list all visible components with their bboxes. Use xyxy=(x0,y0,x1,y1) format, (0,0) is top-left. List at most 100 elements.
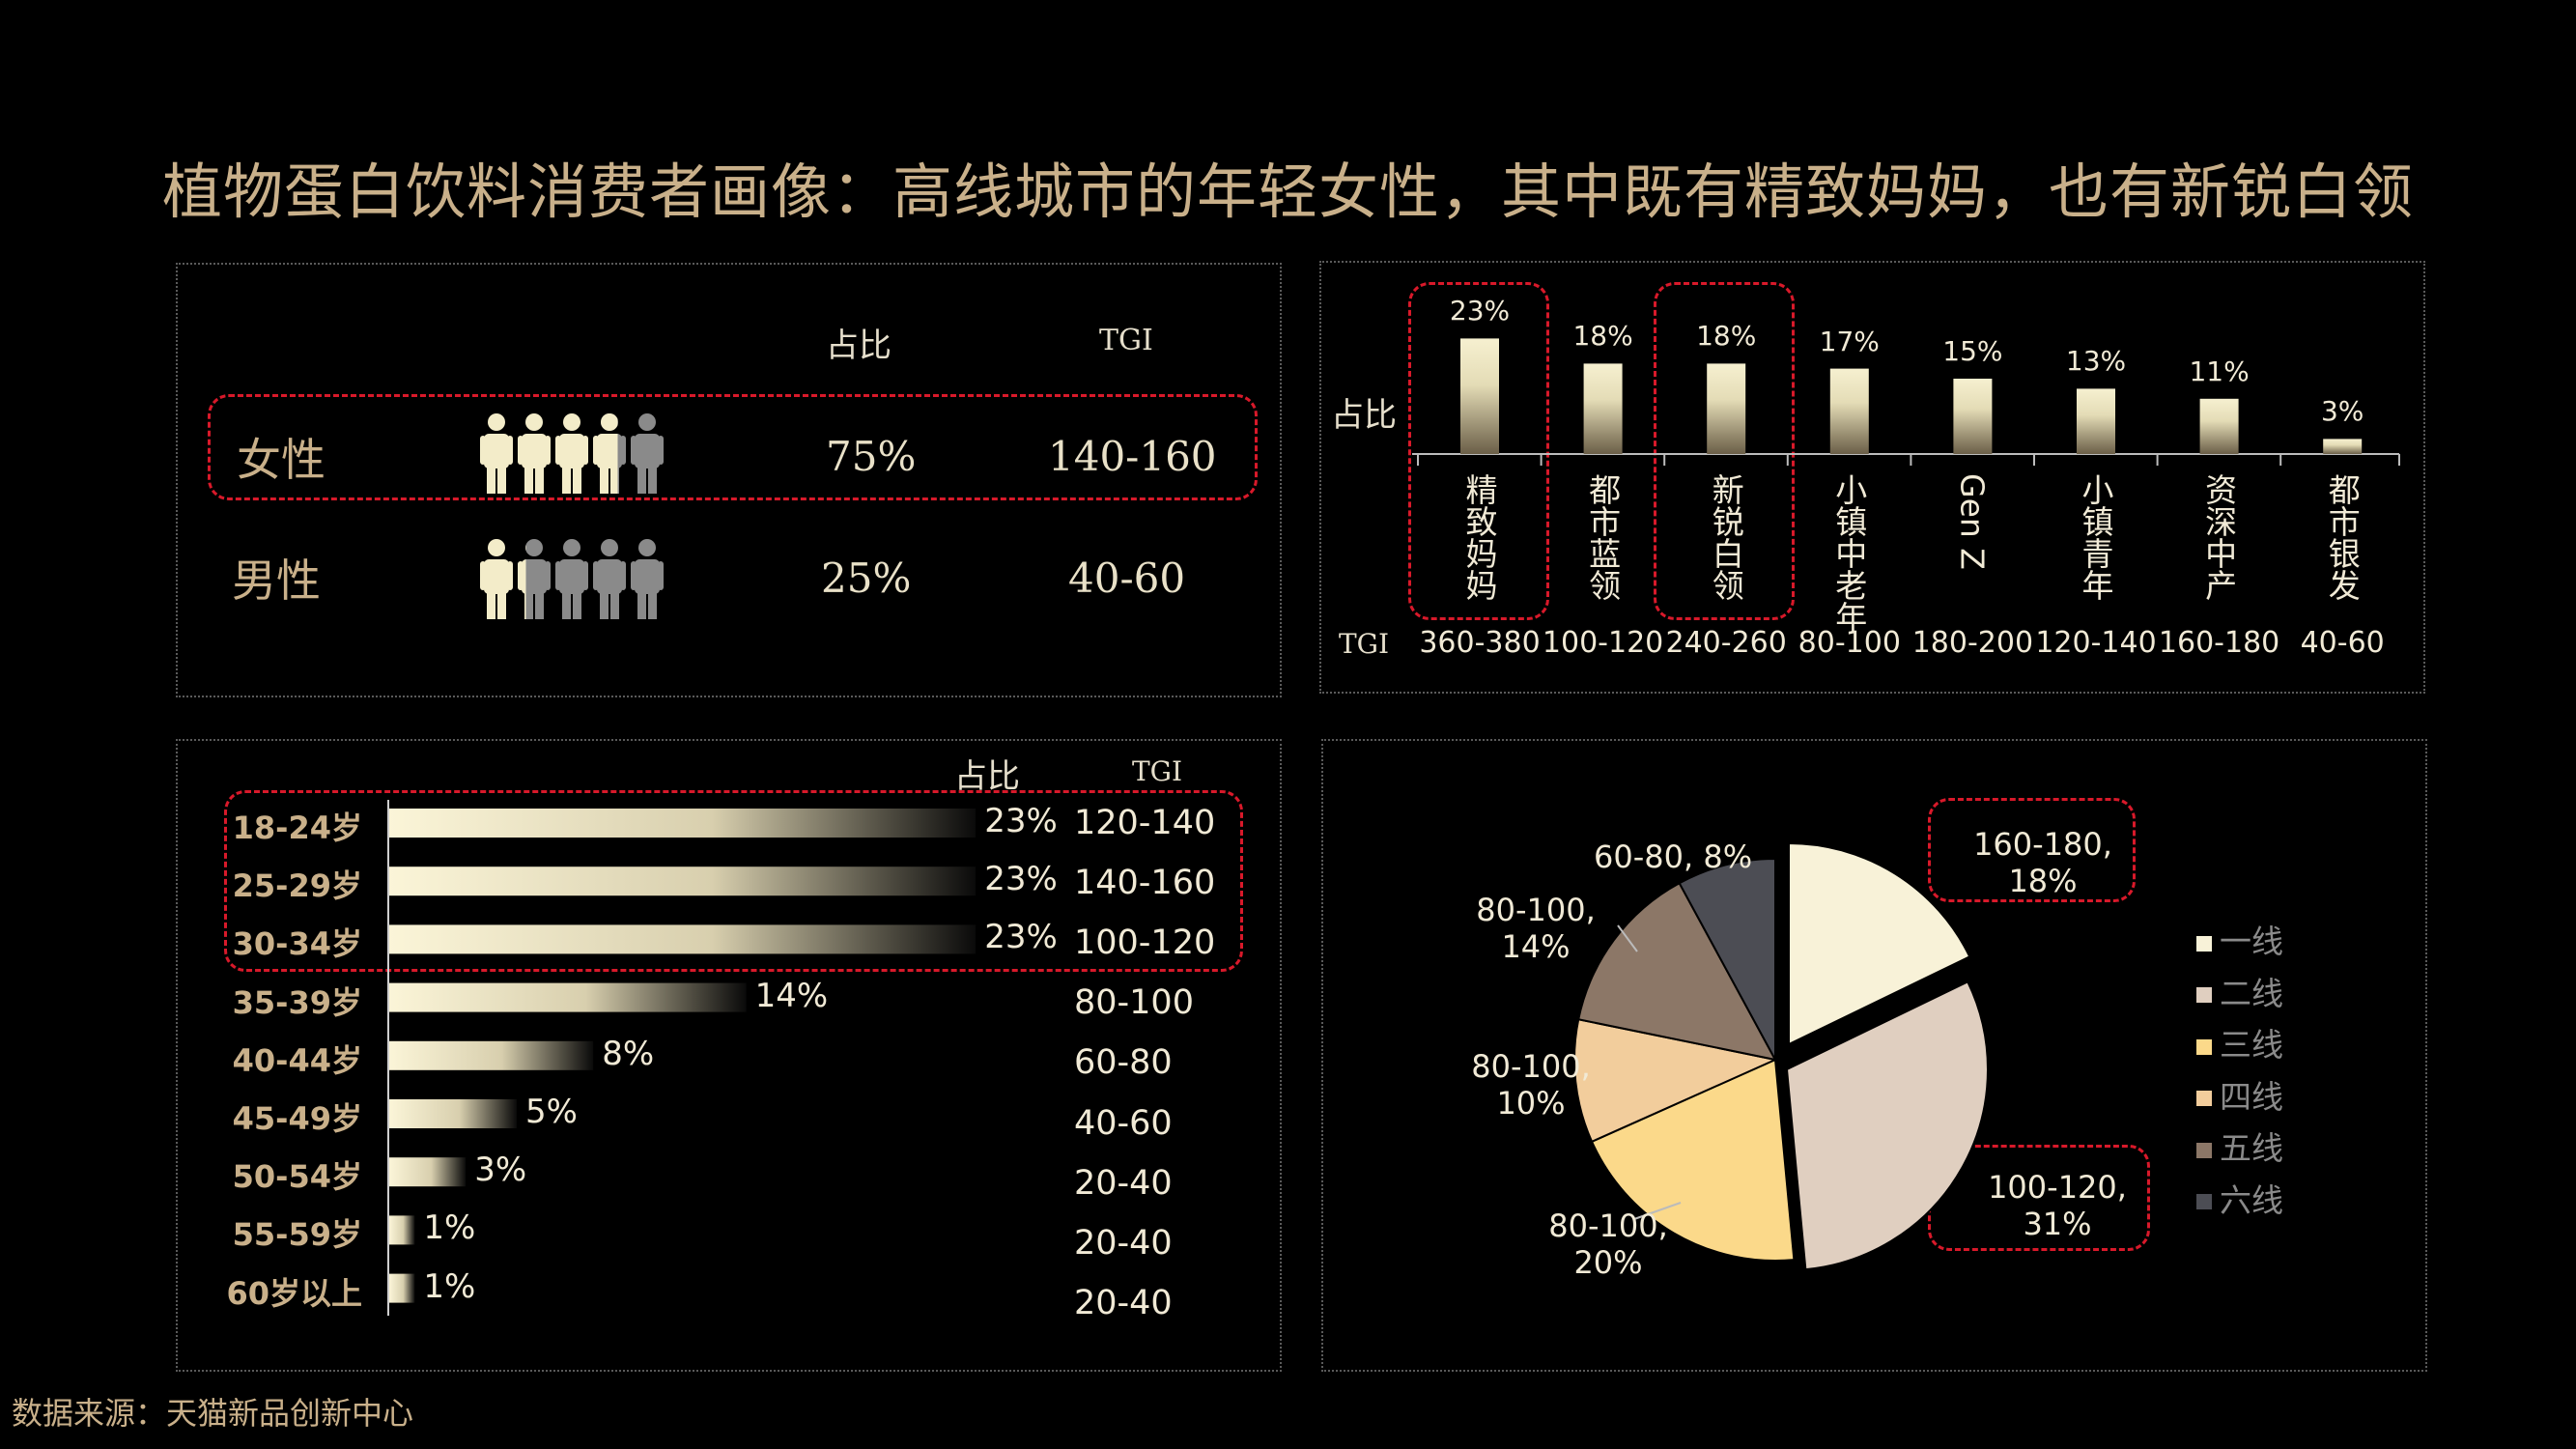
crowd-panel xyxy=(1319,261,2425,694)
age-tgi-value: 20-40 xyxy=(1074,1163,1173,1203)
age-data-label: 1% xyxy=(423,1266,476,1306)
legend-label: 二线 xyxy=(2220,974,2283,1012)
page-title: 植物蛋白饮料消费者画像：高线城市的年轻女性，其中既有精致妈妈，也有新锐白领 xyxy=(161,156,2414,227)
crowd-category-label: 资深中产 xyxy=(2199,473,2238,601)
age-bar xyxy=(389,1215,415,1245)
crowd-tgi-value: 360-380 xyxy=(1419,626,1541,660)
person-icon xyxy=(555,539,588,619)
male-share: 25% xyxy=(821,554,912,602)
legend-label: 五线 xyxy=(2220,1129,2283,1167)
legend-swatch xyxy=(2196,1142,2212,1158)
legend-item: 四线 xyxy=(2196,1071,2283,1118)
age-data-label: 1% xyxy=(423,1208,476,1248)
person-icon xyxy=(480,413,513,494)
crowd-bar xyxy=(1707,363,1746,454)
age-category-label: 25-29岁 xyxy=(232,867,362,905)
gender-label-male: 男性 xyxy=(232,554,321,607)
person-icon xyxy=(631,539,664,619)
crowd-data-label: 17% xyxy=(1819,325,1880,357)
age-tgi-value: 120-140 xyxy=(1074,804,1216,842)
age-bar-chart xyxy=(387,800,977,1316)
crowd-tgi-row-label: TGI xyxy=(1339,628,1390,660)
pie-data-label: 160-180, 18% xyxy=(1973,826,2112,899)
age-header-tgi: TGI xyxy=(1132,755,1183,787)
age-tgi-value: 80-100 xyxy=(1074,983,1194,1023)
age-highlight-box xyxy=(224,790,1243,972)
person-icon xyxy=(555,413,588,494)
age-category-label: 45-49岁 xyxy=(232,1100,362,1137)
male-person-icons xyxy=(480,539,664,619)
pie-highlight-tier1 xyxy=(1928,798,2136,902)
legend-item: 一线 xyxy=(2196,916,2283,962)
pie-slice xyxy=(1788,841,1971,1046)
crowd-data-label: 3% xyxy=(2320,395,2364,428)
age-bar xyxy=(389,867,977,896)
legend-label: 一线 xyxy=(2220,923,2283,960)
pie-data-label: 100-120, 31% xyxy=(1988,1169,2127,1242)
age-category-label: 18-24岁 xyxy=(232,810,362,846)
crowd-category-label: 新锐白领 xyxy=(1707,473,1745,601)
age-tgi-value: 20-40 xyxy=(1074,1223,1173,1263)
legend-swatch xyxy=(2196,987,2212,1003)
pie-data-label: 80-100, 10% xyxy=(1471,1048,1591,1122)
crowd-tgi-value: 160-180 xyxy=(2158,626,2280,660)
age-category-label: 30-34岁 xyxy=(232,925,362,963)
crowd-bar xyxy=(1829,368,1869,454)
female-tgi: 140-160 xyxy=(1048,433,1217,480)
pie-slice xyxy=(1785,980,1989,1271)
person-icon xyxy=(518,539,551,619)
age-bar xyxy=(389,1040,594,1070)
crowd-category-label: Gen Z xyxy=(1953,473,1992,570)
crowd-category-label: 小镇青年 xyxy=(2077,473,2114,601)
person-icon xyxy=(593,539,626,619)
age-category-label: 35-39岁 xyxy=(232,983,362,1021)
pie-leader-line xyxy=(1633,1202,1682,1220)
legend-item: 五线 xyxy=(2196,1122,2283,1169)
age-panel xyxy=(176,739,1282,1372)
crowd-tgi-value: 80-100 xyxy=(1798,626,1901,660)
highlight-box-mom xyxy=(1408,282,1549,620)
age-header-share: 占比 xyxy=(954,757,1020,796)
crowd-tgi-value: 100-120 xyxy=(1542,626,1664,660)
pie-data-label: 80-100, 14% xyxy=(1476,892,1596,965)
female-share: 75% xyxy=(826,433,917,480)
age-bar xyxy=(389,809,977,838)
person-icon xyxy=(480,539,513,619)
legend-swatch xyxy=(2196,935,2212,952)
legend-item: 三线 xyxy=(2196,1019,2283,1065)
age-tgi-value: 100-120 xyxy=(1074,923,1216,963)
crowd-bar xyxy=(2323,439,2363,454)
gender-panel xyxy=(176,263,1282,697)
crowd-data-label: 15% xyxy=(1942,335,2003,367)
crowd-data-label: 11% xyxy=(2189,355,2250,387)
age-bar xyxy=(389,924,977,954)
female-highlight-box xyxy=(208,394,1258,500)
city-tier-panel xyxy=(1321,739,2427,1372)
legend-label: 六线 xyxy=(2220,1180,2283,1219)
age-data-label: 14% xyxy=(754,976,829,1015)
age-data-label: 23% xyxy=(984,918,1058,957)
female-person-icons xyxy=(480,413,664,494)
highlight-box-whitecollar xyxy=(1654,282,1795,620)
crowd-category-label: 都市蓝领 xyxy=(1583,473,1622,601)
pie-data-label: 60-80, 8% xyxy=(1594,838,1753,875)
legend-label: 三线 xyxy=(2220,1026,2283,1064)
legend-item: 二线 xyxy=(2196,968,2283,1014)
age-category-label: 60岁以上 xyxy=(226,1274,362,1312)
age-bar xyxy=(389,982,747,1012)
crowd-bar xyxy=(2077,388,2115,454)
age-category-label: 50-54岁 xyxy=(232,1158,362,1196)
legend-label: 四线 xyxy=(2220,1077,2283,1116)
age-tgi-value: 140-160 xyxy=(1074,864,1216,903)
gender-header-share: 占比 xyxy=(826,327,892,365)
crowd-y-axis-label: 占比 xyxy=(1331,396,1397,435)
crowd-category-label: 都市银发 xyxy=(2323,473,2362,601)
gender-label-female: 女性 xyxy=(237,434,326,486)
age-data-label: 3% xyxy=(474,1151,527,1190)
age-data-label: 23% xyxy=(984,860,1058,899)
pie-leader-line xyxy=(1617,924,1638,952)
age-bar xyxy=(389,1273,415,1303)
gender-header-tgi: TGI xyxy=(1099,324,1153,357)
crowd-tgi-value: 240-260 xyxy=(1665,626,1787,660)
legend-item: 六线 xyxy=(2196,1175,2283,1221)
